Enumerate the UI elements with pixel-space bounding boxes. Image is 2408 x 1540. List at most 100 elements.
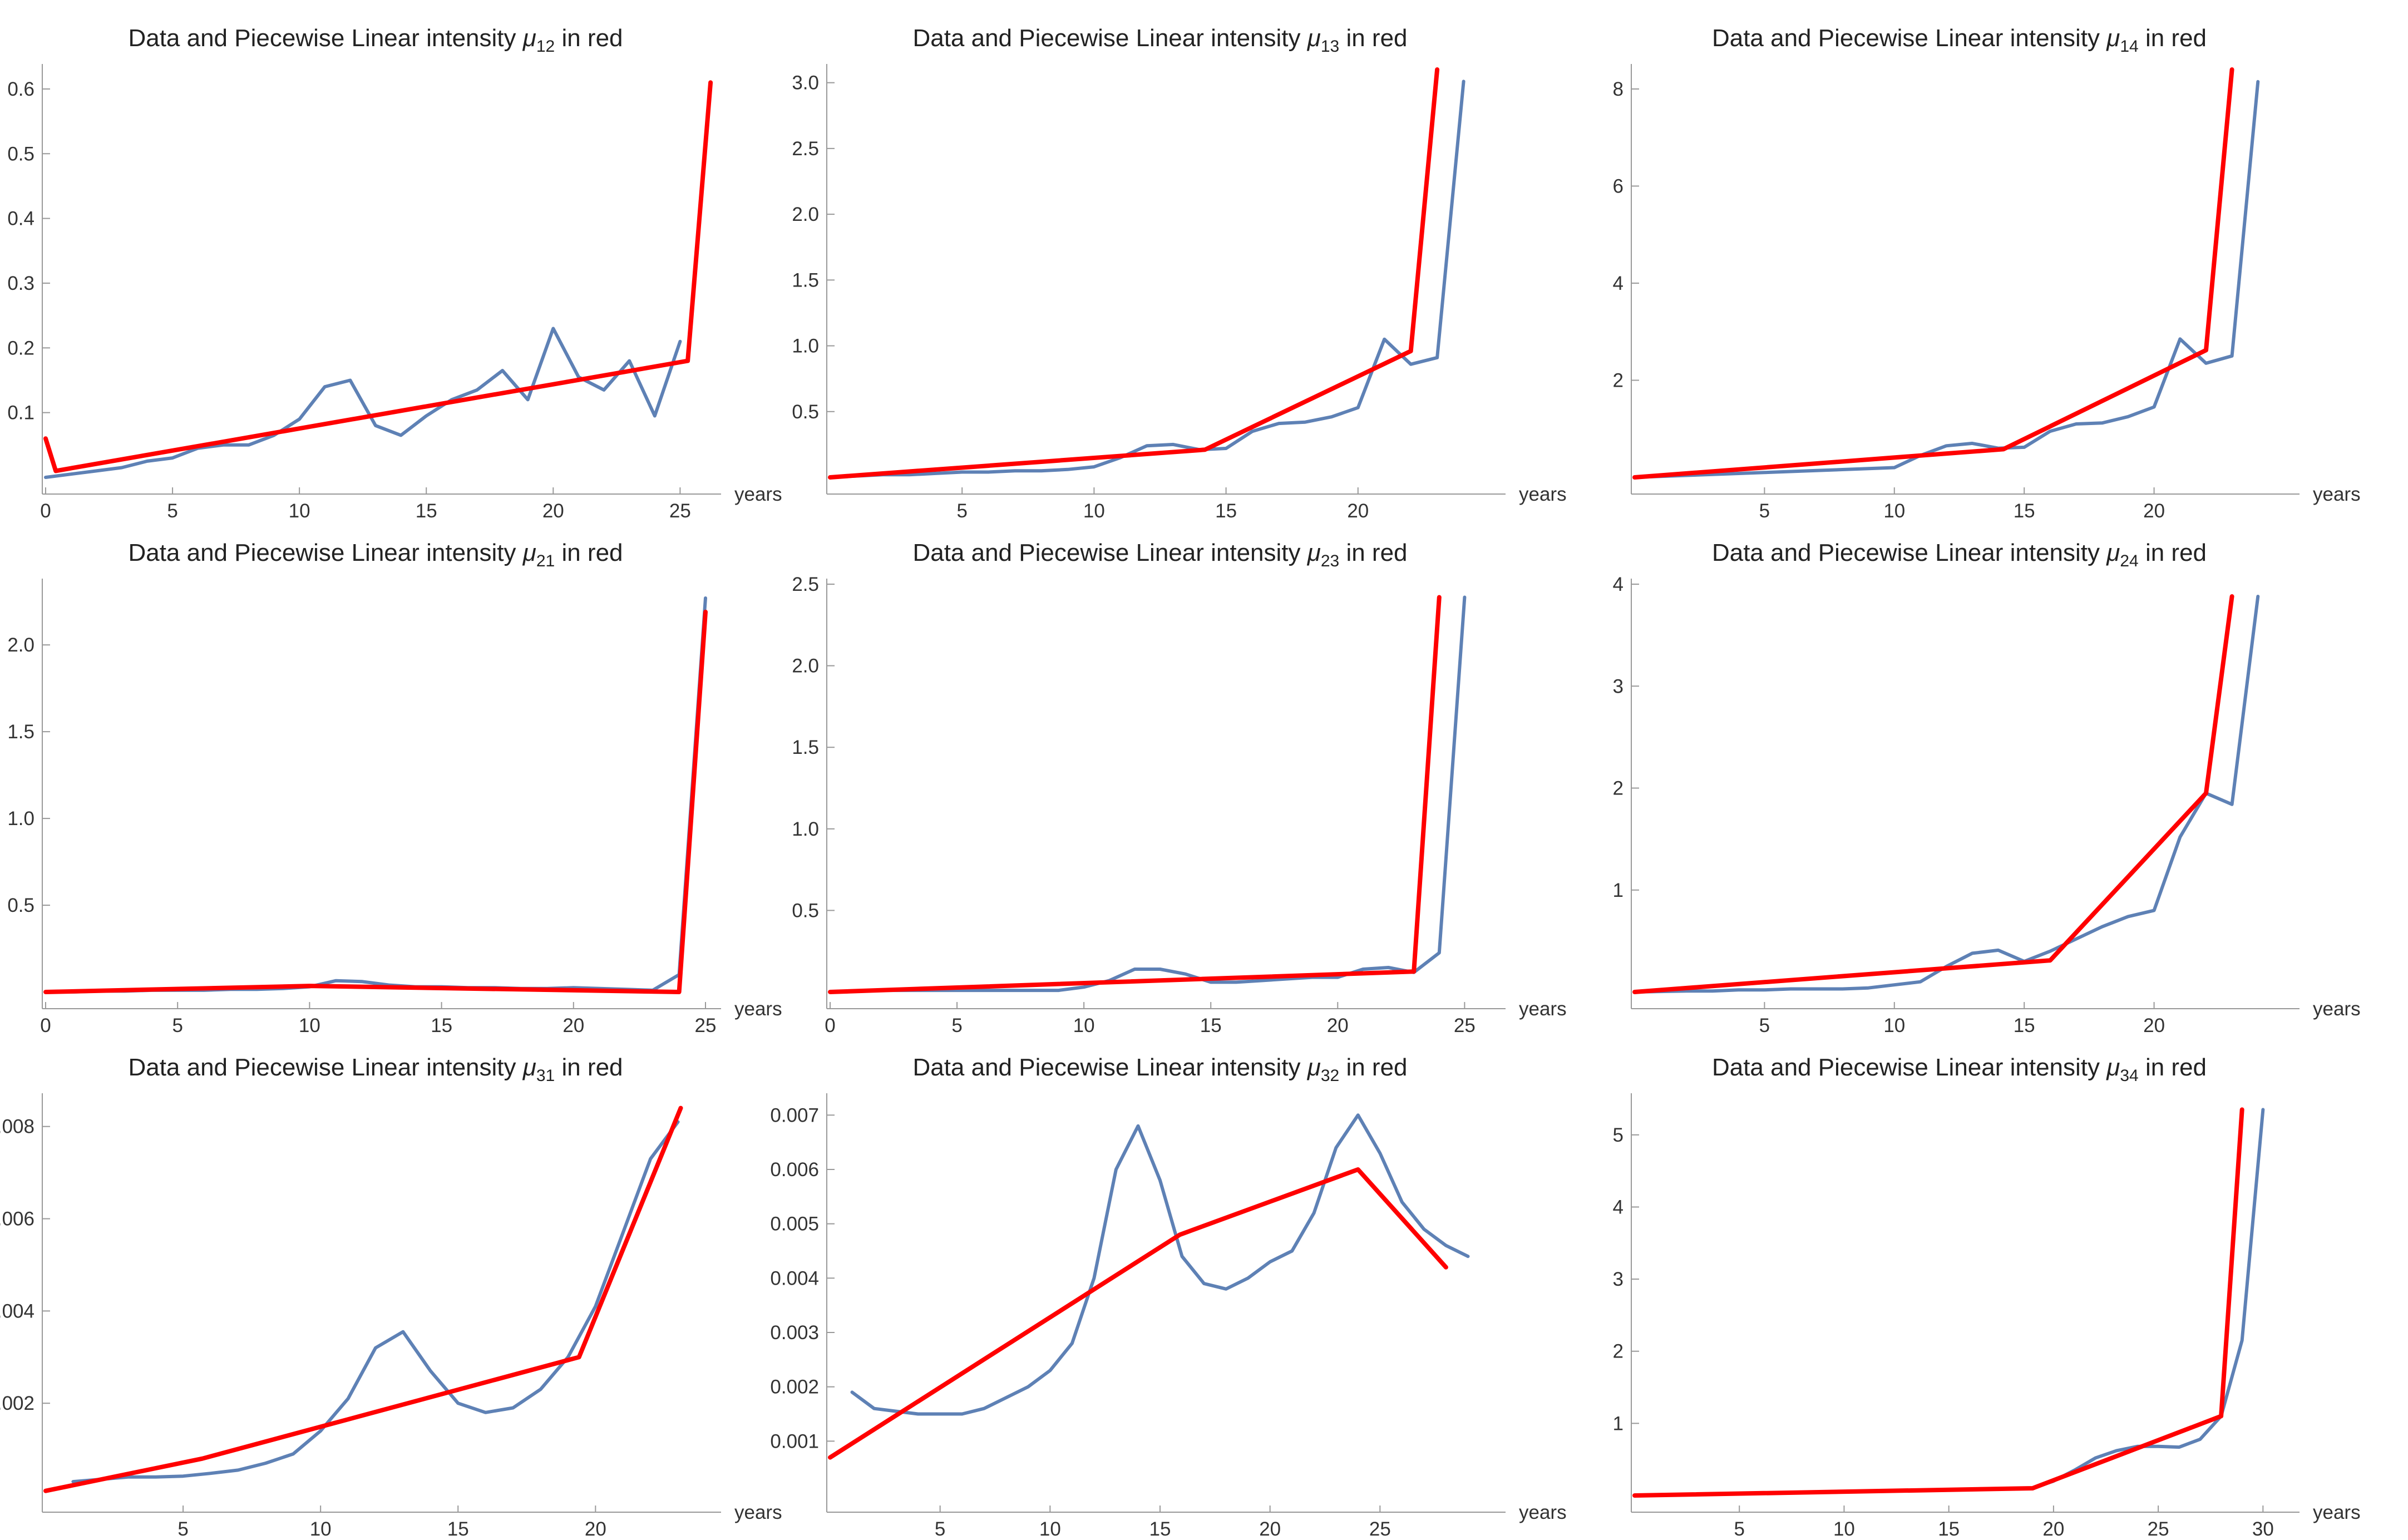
- y-tick-label: 2.0: [7, 634, 34, 656]
- chart-title-suffix: in red: [555, 24, 623, 52]
- data-line: [1633, 595, 2260, 994]
- x-tick-label: 0: [825, 1015, 835, 1036]
- x-tick-label: 15: [2014, 1015, 2035, 1036]
- y-tick-label: 5: [1613, 1124, 1624, 1146]
- x-tick-label: 15: [1200, 1015, 1222, 1036]
- y-tick-label: 0.6: [7, 78, 34, 100]
- x-axis-label: years: [734, 483, 782, 505]
- chart-title-subscript: 12: [536, 37, 555, 56]
- y-tick-label: 1: [1613, 880, 1624, 901]
- chart-title: Data and Piecewise Linear intensity μ31 …: [128, 1054, 623, 1085]
- y-tick-label: 0.004: [0, 1300, 34, 1322]
- y-tick-label: 0.001: [770, 1430, 819, 1452]
- chart-title-subscript: 13: [1321, 37, 1339, 56]
- x-tick-label: 5: [956, 500, 967, 522]
- y-tick-label: 1.0: [792, 335, 819, 357]
- x-tick-label: 15: [1149, 1518, 1171, 1540]
- chart-panel-mu31: Data and Piecewise Linear intensity μ31 …: [0, 1054, 782, 1540]
- y-tick-label: 0.5: [7, 895, 34, 916]
- y-tick-label: 1.5: [7, 721, 34, 743]
- x-tick-label: 5: [1759, 1015, 1770, 1036]
- x-tick-label: 20: [585, 1518, 606, 1540]
- y-tick-label: 0.006: [770, 1159, 819, 1181]
- x-tick-label: 5: [935, 1518, 945, 1540]
- fit-line: [43, 1105, 683, 1493]
- chart-title: Data and Piecewise Linear intensity μ32 …: [912, 1054, 1407, 1085]
- chart-title-prefix: Data and Piecewise Linear intensity: [1712, 24, 2106, 52]
- x-tick-label: 5: [1734, 1518, 1744, 1540]
- chart-title-subscript: 34: [2120, 1067, 2138, 1085]
- y-tick-label: 0.5: [792, 900, 819, 921]
- x-tick-label: 15: [447, 1518, 469, 1540]
- y-tick-label: 0.002: [0, 1393, 34, 1414]
- y-tick-label: 0.2: [7, 337, 34, 359]
- x-tick-label: 25: [1454, 1015, 1476, 1036]
- x-axis-label: years: [1519, 1502, 1567, 1523]
- x-axis-label: years: [2313, 998, 2361, 1020]
- y-tick-label: 0.1: [7, 402, 34, 424]
- x-tick-label: 5: [1759, 500, 1770, 522]
- x-tick-label: 20: [1259, 1518, 1281, 1540]
- x-tick-label: 25: [1369, 1518, 1391, 1540]
- x-tick-label: 15: [416, 500, 437, 522]
- y-tick-label: 0.3: [7, 273, 34, 294]
- x-tick-label: 5: [951, 1015, 962, 1036]
- chart-panel-mu34: Data and Piecewise Linear intensity μ34 …: [1613, 1054, 2361, 1540]
- y-tick-label: 2.0: [792, 204, 819, 225]
- chart-title-suffix: in red: [2139, 1054, 2207, 1081]
- x-tick-label: 20: [2042, 1518, 2064, 1540]
- x-tick-label: 10: [310, 1518, 332, 1540]
- y-tick-label: 8: [1613, 78, 1624, 100]
- x-tick-label: 20: [2143, 500, 2165, 522]
- x-tick-label: 25: [669, 500, 691, 522]
- chart-title-suffix: in red: [2139, 24, 2207, 52]
- chart-title-mu: μ: [1307, 1054, 1321, 1081]
- chart-title-prefix: Data and Piecewise Linear intensity: [128, 24, 522, 52]
- fit-line: [1632, 594, 2234, 994]
- x-tick-label: 20: [1327, 1015, 1349, 1036]
- data-line: [44, 596, 707, 994]
- x-tick-label: 15: [431, 1015, 452, 1036]
- y-tick-label: 4: [1613, 273, 1624, 294]
- y-tick-label: 0.006: [0, 1208, 34, 1230]
- chart-title: Data and Piecewise Linear intensity μ13 …: [912, 24, 1407, 56]
- chart-title: Data and Piecewise Linear intensity μ23 …: [912, 539, 1407, 570]
- x-tick-label: 20: [562, 1015, 584, 1036]
- x-tick-label: 20: [1347, 500, 1369, 522]
- y-tick-label: 2.5: [792, 574, 819, 595]
- chart-title-subscript: 21: [536, 552, 555, 570]
- y-tick-label: 3: [1613, 1268, 1624, 1290]
- y-tick-label: 0.008: [0, 1116, 34, 1138]
- fit-line: [828, 595, 1442, 994]
- y-tick-label: 1.5: [792, 269, 819, 291]
- x-tick-label: 15: [1215, 500, 1237, 522]
- chart-panel-mu21: Data and Piecewise Linear intensity μ21 …: [7, 539, 782, 1036]
- chart-title-prefix: Data and Piecewise Linear intensity: [912, 1054, 1307, 1081]
- data-line: [1633, 80, 2260, 479]
- chart-title-suffix: in red: [555, 1054, 623, 1081]
- chart-title-mu: μ: [1307, 539, 1321, 566]
- y-tick-label: 0.003: [770, 1322, 819, 1344]
- chart-title-subscript: 32: [1321, 1067, 1339, 1085]
- x-tick-label: 15: [1938, 1518, 1960, 1540]
- x-tick-label: 15: [2014, 500, 2035, 522]
- chart-title-prefix: Data and Piecewise Linear intensity: [1712, 539, 2106, 566]
- x-tick-label: 5: [177, 1518, 188, 1540]
- x-tick-label: 10: [1083, 500, 1105, 522]
- chart-title-subscript: 24: [2120, 552, 2138, 570]
- fit-line: [43, 80, 713, 473]
- y-tick-label: 0.002: [770, 1376, 819, 1398]
- y-tick-label: 1: [1613, 1413, 1624, 1434]
- chart-title: Data and Piecewise Linear intensity μ34 …: [1712, 1054, 2207, 1085]
- chart-title-subscript: 14: [2120, 37, 2138, 56]
- x-tick-label: 25: [2148, 1518, 2169, 1540]
- chart-title-suffix: in red: [1339, 1054, 1407, 1081]
- chart-title-suffix: in red: [555, 539, 623, 566]
- chart-title-mu: μ: [522, 539, 536, 566]
- x-tick-label: 0: [40, 1015, 51, 1036]
- x-tick-label: 10: [1883, 500, 1905, 522]
- chart-title: Data and Piecewise Linear intensity μ12 …: [128, 24, 623, 56]
- chart-panel-mu23: Data and Piecewise Linear intensity μ23 …: [792, 539, 1566, 1036]
- x-tick-label: 10: [1039, 1518, 1061, 1540]
